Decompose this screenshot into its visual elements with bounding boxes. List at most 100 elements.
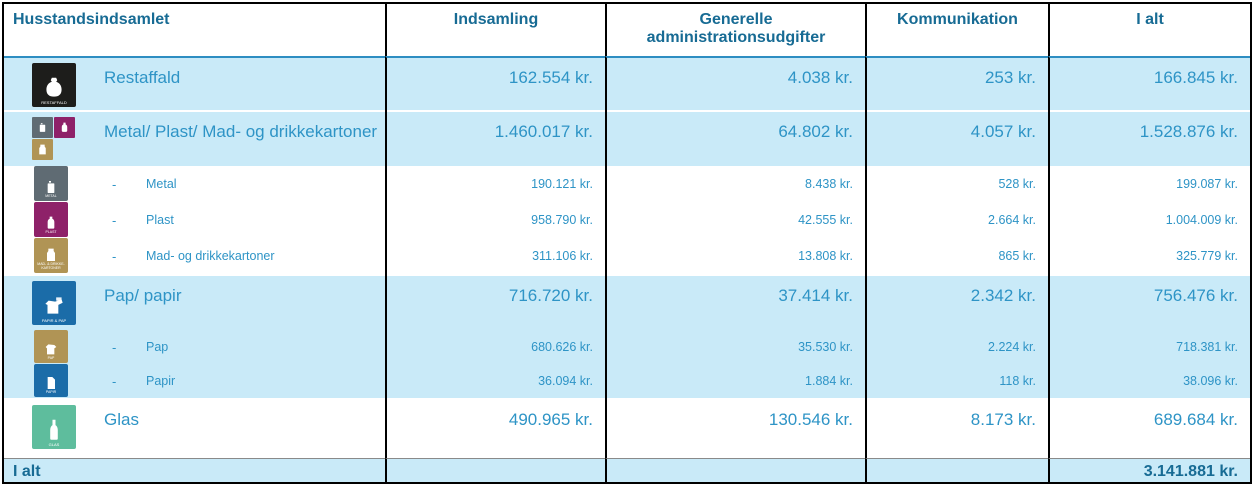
metal-icon-label: METAL bbox=[45, 194, 57, 199]
papir-icon: PAPIR bbox=[34, 364, 68, 397]
metal-plast-mad-indsamling-value: 1.460.017 kr. bbox=[494, 122, 593, 141]
plast-icon: PLAST bbox=[34, 202, 68, 237]
restaffald-icon: RESTAFFALD bbox=[32, 63, 76, 107]
glas-icon: GLAS bbox=[32, 405, 76, 449]
subrow-papir: PAPIR - Papir bbox=[4, 364, 385, 398]
row-pap-papir: PAPIR & PAP Pap/ papir 716.720 kr. 37.41… bbox=[4, 276, 1250, 330]
subrow-dash: - bbox=[112, 248, 117, 264]
pap-kommunikation-value: 2.224 kr. bbox=[988, 340, 1036, 354]
glas-admin-value: 130.546 kr. bbox=[768, 410, 853, 429]
row-gap bbox=[4, 398, 1250, 400]
footer-empty-admin bbox=[605, 458, 865, 482]
col-header-i-alt: I alt bbox=[1136, 11, 1164, 28]
papir-indsamling-value: 36.094 kr. bbox=[538, 374, 593, 388]
metal-plast-mad-kommunikation-value: 4.057 kr. bbox=[970, 122, 1036, 141]
row-glas-label: Glas bbox=[104, 410, 139, 429]
row-restaffald-label: Restaffald bbox=[104, 68, 181, 87]
subrow-pap: PAP - Pap bbox=[4, 330, 385, 364]
subrows-pap-papir: PAP - Pap PAPIR - Papir 680.626 kr. 36.0… bbox=[4, 330, 1250, 398]
restaffald-ialt-value: 166.845 kr. bbox=[1153, 68, 1238, 87]
subrow-mad-drikkekartoner-label: Mad- og drikkekartoner bbox=[146, 249, 275, 263]
pap-papir-indsamling-value: 716.720 kr. bbox=[508, 286, 593, 305]
table-footer-row: I alt 3.141.881 kr. bbox=[4, 458, 1250, 482]
plast-mini-icon bbox=[54, 117, 75, 138]
papir-ialt-value: 38.096 kr. bbox=[1183, 374, 1238, 388]
row-metal-plast-mad-label: Metal/ Plast/ Mad- og drikkekartoner bbox=[104, 122, 378, 141]
row-restaffald: RESTAFFALD Restaffald 162.554 kr. 4.038 … bbox=[4, 56, 1250, 110]
papir-admin-value: 1.884 kr. bbox=[805, 374, 853, 388]
metal-indsamling-value: 190.121 kr. bbox=[531, 177, 593, 191]
table-header-row: Husstandsindsamlet Indsamling Generelle … bbox=[4, 4, 1250, 56]
mad-admin-value: 13.808 kr. bbox=[798, 249, 853, 263]
plast-admin-value: 42.555 kr. bbox=[798, 213, 853, 227]
metal-plast-mad-admin-value: 64.802 kr. bbox=[778, 122, 853, 141]
pap-papir-kommunikation-value: 2.342 kr. bbox=[970, 286, 1036, 305]
subrow-plast: PLAST - Plast bbox=[4, 202, 385, 238]
pap-admin-value: 35.530 kr. bbox=[798, 340, 853, 354]
pap-icon-label: PAP bbox=[47, 356, 55, 361]
footer-total-value: 3.141.881 kr. bbox=[1143, 463, 1238, 480]
plast-indsamling-value: 958.790 kr. bbox=[531, 213, 593, 227]
footer-empty-kommunikation bbox=[865, 458, 1048, 482]
mad-drikkekartoner-icon-label: MAD- & DRIKKE-KARTONER bbox=[37, 262, 65, 271]
row-gap bbox=[4, 274, 1250, 276]
header-cell-i-alt: I alt bbox=[1048, 4, 1250, 56]
pap-icon: PAP bbox=[34, 330, 68, 363]
metal-admin-value: 8.438 kr. bbox=[805, 177, 853, 191]
col-header-generelle-administrationsudgifter: Generelle administrationsudgifter bbox=[646, 11, 826, 47]
metal-plast-mad-ialt-value: 1.528.876 kr. bbox=[1139, 122, 1238, 141]
col-header-husstandsindsamlet: Husstandsindsamlet bbox=[13, 11, 170, 28]
mad-indsamling-value: 311.106 kr. bbox=[532, 249, 593, 263]
subrows-metal-plast-mad: METAL - Metal PLAST - Plast MAD- & DRIKK… bbox=[4, 166, 1250, 274]
papir-pap-icon-label: PAPIR & PAP bbox=[41, 317, 67, 323]
header-cell-kommunikation: Kommunikation bbox=[865, 4, 1048, 56]
plast-ialt-value: 1.004.009 kr. bbox=[1165, 213, 1238, 227]
row-metal-plast-mad: Metal/ Plast/ Mad- og drikkekartoner 1.4… bbox=[4, 112, 1250, 166]
footer-total-label: I alt bbox=[13, 463, 41, 480]
col-header-kommunikation: Kommunikation bbox=[897, 11, 1018, 28]
subrow-plast-label: Plast bbox=[146, 213, 174, 227]
row-gap bbox=[4, 110, 1250, 112]
header-cell-generelle-administrationsudgifter: Generelle administrationsudgifter bbox=[605, 4, 865, 56]
metal-mini-icon bbox=[32, 117, 53, 138]
subrow-dash: - bbox=[112, 176, 117, 192]
restaffald-indsamling-value: 162.554 kr. bbox=[508, 68, 593, 87]
pap-indsamling-value: 680.626 kr. bbox=[531, 340, 593, 354]
metal-ialt-value: 199.087 kr. bbox=[1176, 177, 1238, 191]
row-glas: GLAS Glas 490.965 kr. 130.546 kr. 8.173 … bbox=[4, 400, 1250, 455]
subrow-metal: METAL - Metal bbox=[4, 166, 385, 202]
plast-icon-label: PLAST bbox=[45, 230, 57, 235]
header-cell-indsamling: Indsamling bbox=[385, 4, 605, 56]
subrow-dash: - bbox=[112, 212, 117, 228]
subrow-dash: - bbox=[112, 373, 117, 389]
metal-kommunikation-value: 528 kr. bbox=[998, 177, 1036, 191]
glas-indsamling-value: 490.965 kr. bbox=[508, 410, 593, 429]
mad-kommunikation-value: 865 kr. bbox=[998, 249, 1036, 263]
papir-icon-label: PAPIR bbox=[45, 390, 57, 395]
restaffald-admin-value: 4.038 kr. bbox=[787, 68, 853, 87]
papir-kommunikation-value: 118 kr. bbox=[999, 374, 1036, 388]
pap-ialt-value: 718.381 kr. bbox=[1176, 340, 1238, 354]
mad-drikkekartoner-mini-icon bbox=[32, 139, 53, 160]
row-pap-papir-label: Pap/ papir bbox=[104, 286, 182, 305]
subrow-papir-label: Papir bbox=[146, 374, 176, 388]
mad-ialt-value: 325.779 kr. bbox=[1176, 249, 1238, 263]
plast-kommunikation-value: 2.664 kr. bbox=[988, 213, 1036, 227]
restaffald-kommunikation-value: 253 kr. bbox=[984, 68, 1036, 87]
restaffald-icon-label: RESTAFFALD bbox=[41, 99, 67, 105]
mad-drikkekartoner-icon: MAD- & DRIKKE-KARTONER bbox=[34, 238, 68, 273]
subrow-mad-drikkekartoner: MAD- & DRIKKE-KARTONER - Mad- og drikkek… bbox=[4, 238, 385, 274]
metal-icon: METAL bbox=[34, 166, 68, 201]
glas-kommunikation-value: 8.173 kr. bbox=[970, 410, 1036, 429]
header-cell-husstandsindsamlet: Husstandsindsamlet bbox=[4, 4, 385, 56]
col-header-indsamling: Indsamling bbox=[453, 11, 539, 28]
pap-papir-admin-value: 37.414 kr. bbox=[778, 286, 853, 305]
glas-icon-label: GLAS bbox=[48, 441, 60, 447]
pap-papir-ialt-value: 756.476 kr. bbox=[1153, 286, 1238, 305]
glas-ialt-value: 689.684 kr. bbox=[1153, 410, 1238, 429]
papir-pap-icon: PAPIR & PAP bbox=[32, 281, 76, 325]
subrow-pap-label: Pap bbox=[146, 340, 169, 354]
subrow-metal-label: Metal bbox=[146, 177, 177, 191]
metal-plast-mad-icon bbox=[32, 117, 76, 161]
subrow-dash: - bbox=[112, 339, 117, 355]
